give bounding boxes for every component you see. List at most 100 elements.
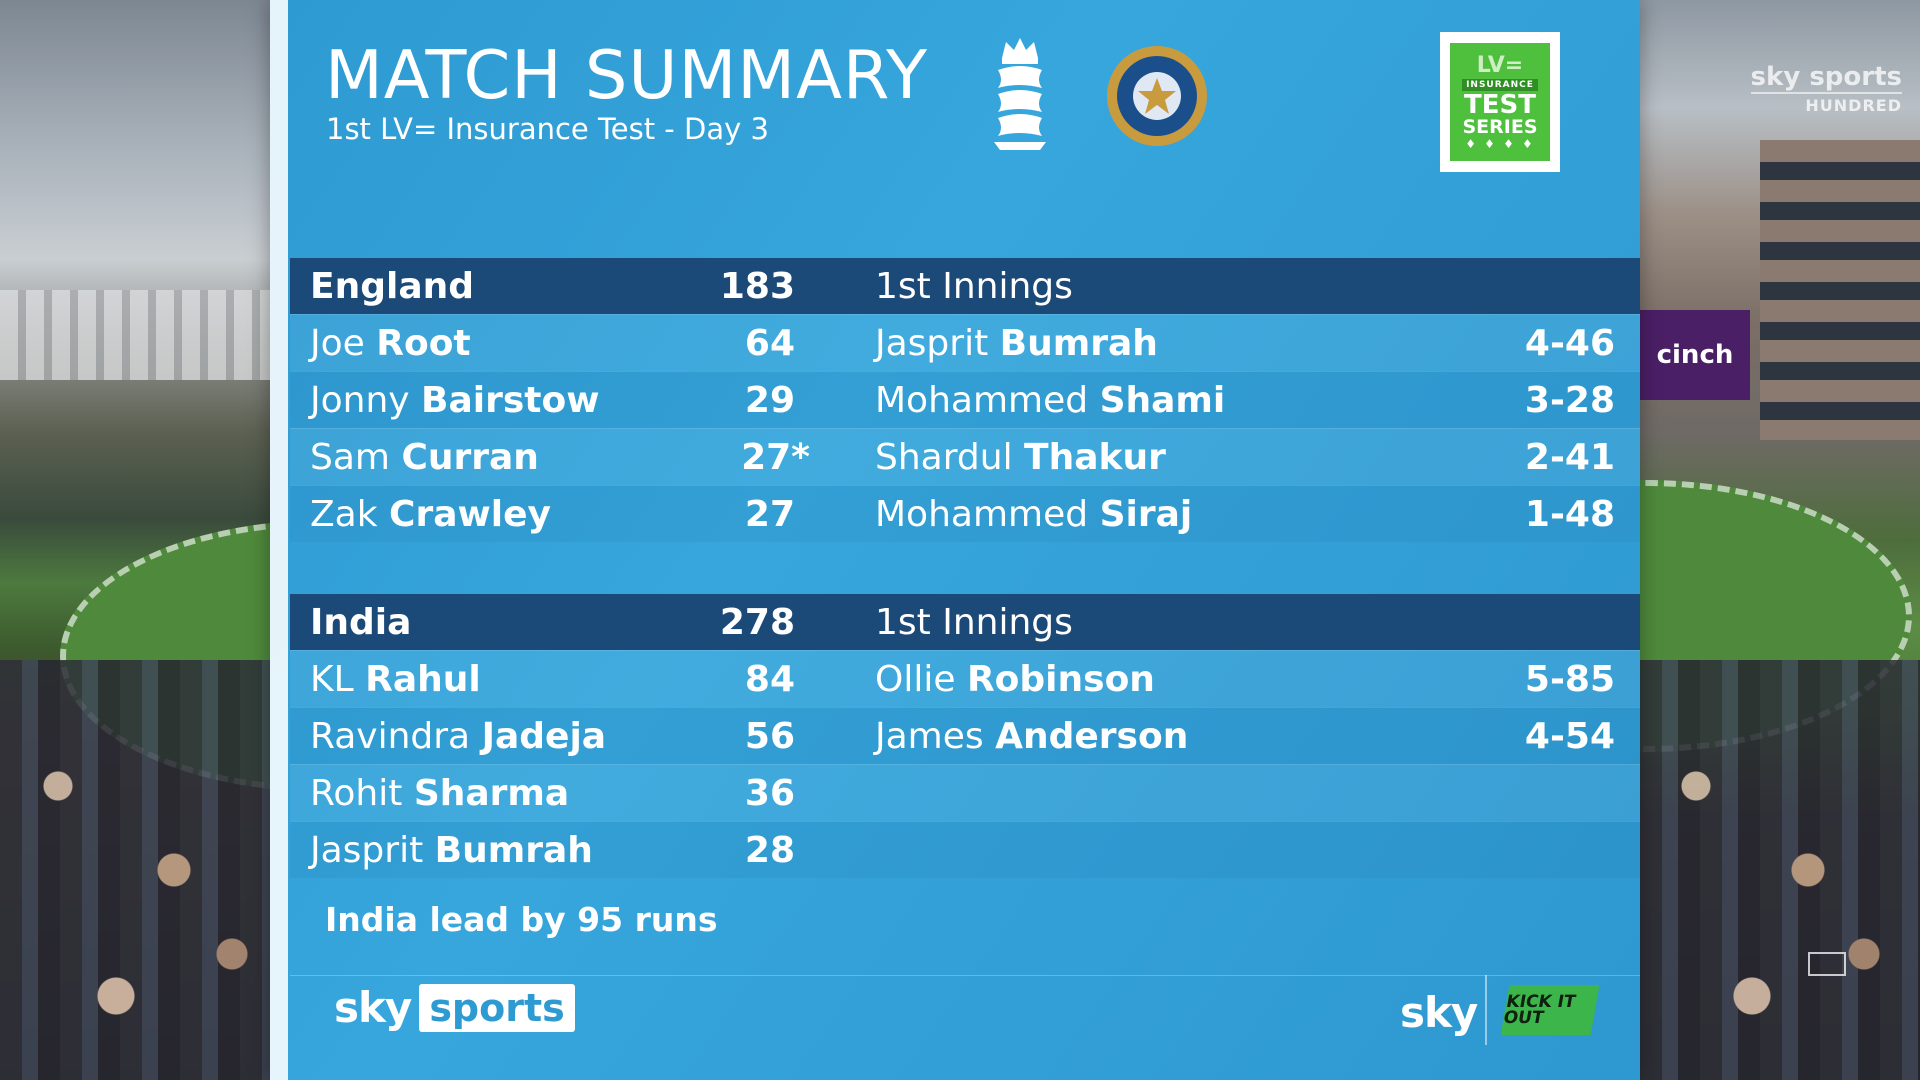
- panel-edge: [270, 0, 288, 1080]
- table-row: Joe Root 64 Jasprit Bumrah 4-46: [290, 314, 1640, 371]
- bowler-figures: 1-48: [1524, 493, 1615, 535]
- batter-name: Sam Curran: [310, 437, 539, 478]
- bowler-first-name: Jasprit: [875, 322, 989, 364]
- crowd: [0, 660, 290, 1080]
- innings-block-india: India 278 1st Innings KL Rahul 84 Ollie …: [290, 594, 1640, 878]
- bowler-name: Mohammed Shami: [875, 380, 1225, 421]
- bowler-name: Ollie Robinson: [875, 659, 1155, 700]
- sky-sports-logo: sky sports: [334, 983, 575, 1032]
- batter-name: Zak Crawley: [310, 494, 551, 535]
- batter-first-name: Rohit: [310, 772, 403, 814]
- stadium-background-right: cinch sky sports HUNDRED: [1640, 0, 1920, 1080]
- team-total: 183: [719, 265, 795, 307]
- batter-name: Jonny Bairstow: [310, 380, 600, 421]
- batter-last-name: Bairstow: [421, 379, 600, 421]
- table-row: Zak Crawley 27 Mohammed Siraj 1-48: [290, 485, 1640, 542]
- india-crest-icon: [1107, 46, 1207, 146]
- bowler-last-name: Anderson: [995, 715, 1189, 757]
- batter-name: KL Rahul: [310, 659, 481, 700]
- batter-name: Joe Root: [310, 323, 471, 364]
- lv-logo-series: SERIES: [1462, 115, 1538, 138]
- pavilion-building: [1760, 140, 1920, 440]
- table-row: Jasprit Bumrah 28: [290, 821, 1640, 878]
- batter-first-name: KL: [310, 658, 354, 700]
- bowler-first-name: James: [875, 715, 984, 757]
- kick-it-out-logo: KICK IT OUT: [1500, 985, 1600, 1035]
- table-row: Ravindra Jadeja 56 James Anderson 4-54: [290, 707, 1640, 764]
- bowler-first-name: Ollie: [875, 658, 956, 700]
- channel-bug: sky sports HUNDRED: [1750, 62, 1902, 115]
- batter-score: 29: [744, 379, 795, 421]
- batter-last-name: Jadeja: [481, 715, 607, 757]
- batter-score: 36: [744, 772, 795, 814]
- bowling-innings-label: 1st Innings: [875, 601, 1073, 643]
- batter-name: Jasprit Bumrah: [310, 830, 593, 871]
- bowler-first-name: Shardul: [875, 436, 1013, 478]
- footer-divider: [290, 975, 1640, 976]
- kick-it-out-text: KICK IT OUT: [1501, 992, 1578, 1028]
- table-row: KL Rahul 84 Ollie Robinson 5-85: [290, 650, 1640, 707]
- lv-logo-mark: LV=: [1476, 52, 1524, 78]
- bowler-first-name: Mohammed: [875, 493, 1089, 535]
- bowling-innings-label: 1st Innings: [875, 265, 1073, 307]
- bowler-figures: 4-54: [1524, 715, 1615, 757]
- batter-name: Rohit Sharma: [310, 773, 569, 814]
- bowler-last-name: Bumrah: [999, 322, 1158, 364]
- batter-last-name: Sharma: [413, 772, 570, 814]
- table-row: Rohit Sharma 36: [290, 764, 1640, 821]
- channel-bug-sub: HUNDRED: [1750, 92, 1902, 115]
- bowler-last-name: Shami: [1099, 379, 1226, 421]
- bowler-figures: 3-28: [1524, 379, 1615, 421]
- batter-last-name: Root: [376, 322, 471, 364]
- batter-score: 64: [744, 322, 795, 364]
- screen-icon: [1808, 952, 1846, 976]
- batter-last-name: Bumrah: [434, 829, 593, 871]
- table-row: Sam Curran 27* Shardul Thakur 2-41: [290, 428, 1640, 485]
- lv-logo-insurance: INSURANCE: [1462, 78, 1538, 91]
- lv-logo-icons: ♦ ♦ ♦ ♦: [1465, 136, 1535, 151]
- batter-first-name: Jasprit: [310, 829, 424, 871]
- batter-first-name: Jonny: [310, 379, 410, 421]
- batter-score: 27: [744, 493, 795, 535]
- lv-logo-test: TEST: [1464, 89, 1536, 120]
- sky-logo-word: sky: [334, 983, 412, 1032]
- team-name: England: [310, 265, 475, 307]
- bowler-name: Shardul Thakur: [875, 437, 1166, 478]
- batter-score: 28: [744, 829, 795, 871]
- stadium-background-left: [0, 0, 290, 1080]
- batter-last-name: Rahul: [365, 658, 481, 700]
- match-summary-panel: MATCH SUMMARY 1st LV= Insurance Test - D…: [270, 0, 1640, 1080]
- team-name: India: [310, 601, 412, 643]
- stand-roof: [0, 290, 290, 380]
- footer-logo-divider: [1485, 975, 1487, 1045]
- bowler-last-name: Thakur: [1024, 436, 1166, 478]
- bowler-figures: 4-46: [1524, 322, 1615, 364]
- bowler-name: Mohammed Siraj: [875, 494, 1192, 535]
- bowler-last-name: Robinson: [966, 658, 1155, 700]
- batter-first-name: Sam: [310, 436, 390, 478]
- bowler-last-name: Siraj: [1099, 493, 1193, 535]
- sports-logo-word: sports: [419, 983, 575, 1032]
- innings-block-england: England 183 1st Innings Joe Root 64 Jasp…: [290, 258, 1640, 542]
- bowler-name: James Anderson: [875, 716, 1188, 757]
- batter-name: Ravindra Jadeja: [310, 716, 606, 757]
- batter-score: 27*: [741, 436, 810, 478]
- batter-last-name: Curran: [401, 436, 539, 478]
- batter-first-name: Ravindra: [310, 715, 471, 757]
- channel-bug-name: sky sports: [1750, 62, 1902, 92]
- team-total: 278: [719, 601, 795, 643]
- lead-summary: India lead by 95 runs: [325, 900, 718, 939]
- batter-first-name: Zak: [310, 493, 378, 535]
- batter-first-name: Joe: [310, 322, 365, 364]
- crowd: [1640, 660, 1920, 1080]
- innings-header-row: England 183 1st Innings: [290, 258, 1640, 314]
- sky-logo: sky: [1400, 988, 1478, 1037]
- bowler-name: Jasprit Bumrah: [875, 323, 1158, 364]
- batter-score: 56: [744, 715, 795, 757]
- page-subtitle: 1st LV= Insurance Test - Day 3: [326, 112, 769, 146]
- bowler-figures: 2-41: [1524, 436, 1615, 478]
- england-crest-icon: [994, 38, 1046, 150]
- bowler-first-name: Mohammed: [875, 379, 1089, 421]
- page-title: MATCH SUMMARY: [325, 36, 929, 114]
- sponsor-board: cinch: [1640, 310, 1750, 400]
